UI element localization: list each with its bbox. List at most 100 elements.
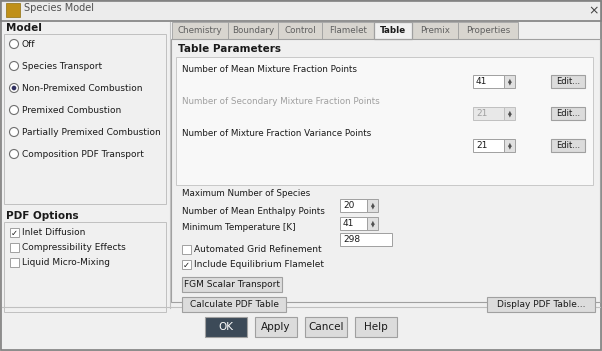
Circle shape	[10, 84, 19, 93]
Text: Inlet Diffusion: Inlet Diffusion	[22, 228, 85, 237]
Bar	[374, 22, 412, 39]
Bar	[551, 75, 585, 88]
Text: ▲: ▲	[507, 141, 511, 146]
Bar	[176, 57, 593, 185]
Bar	[171, 39, 600, 302]
Text: Number of Mean Enthalpy Points: Number of Mean Enthalpy Points	[182, 207, 325, 216]
Text: Properties: Properties	[466, 26, 510, 35]
Text: Model: Model	[6, 23, 42, 33]
Text: Calculate PDF Table: Calculate PDF Table	[190, 300, 279, 309]
Text: ▼: ▼	[371, 223, 374, 228]
Bar	[278, 22, 322, 39]
Bar	[322, 22, 374, 39]
Text: ▼: ▼	[507, 81, 511, 86]
Text: Off: Off	[22, 40, 36, 49]
Text: 41: 41	[343, 219, 355, 228]
Bar	[473, 107, 504, 120]
Bar	[305, 317, 347, 337]
Bar	[473, 139, 504, 152]
Bar	[182, 297, 286, 312]
Text: Maximum Number of Species: Maximum Number of Species	[182, 189, 310, 198]
Bar	[255, 317, 297, 337]
Text: Include Equilibrium Flamelet: Include Equilibrium Flamelet	[194, 260, 324, 269]
Text: Chemistry: Chemistry	[178, 26, 222, 35]
Bar	[458, 22, 518, 39]
Text: ▲: ▲	[371, 219, 374, 224]
Bar	[6, 3, 20, 17]
Bar	[4, 34, 166, 204]
Text: Compressibility Effects: Compressibility Effects	[22, 243, 126, 252]
Text: Table: Table	[380, 26, 406, 35]
Bar	[10, 228, 19, 237]
Text: 21: 21	[476, 141, 488, 150]
Text: Edit...: Edit...	[556, 109, 580, 118]
Text: Edit...: Edit...	[556, 141, 580, 150]
Text: ▼: ▼	[507, 145, 511, 150]
Text: Species Model: Species Model	[24, 3, 94, 13]
Text: ✓: ✓	[183, 260, 190, 270]
Bar	[355, 317, 397, 337]
Text: ▼: ▼	[507, 113, 511, 118]
Bar	[504, 139, 515, 152]
Bar	[10, 258, 19, 267]
Bar	[4, 222, 166, 312]
Bar	[473, 75, 504, 88]
Circle shape	[11, 86, 16, 90]
Text: Edit...: Edit...	[556, 77, 580, 86]
Text: ▲: ▲	[507, 109, 511, 114]
Bar	[1, 1, 601, 21]
Bar	[182, 277, 282, 292]
Bar	[367, 199, 378, 212]
Text: ▲: ▲	[371, 201, 374, 206]
Text: Apply: Apply	[261, 322, 291, 332]
Text: Premix: Premix	[420, 26, 450, 35]
Text: ✓: ✓	[11, 229, 18, 238]
Text: PDF Options: PDF Options	[6, 211, 79, 221]
Bar	[487, 297, 595, 312]
Bar	[412, 22, 458, 39]
Bar	[182, 245, 191, 254]
Text: FGM Scalar Transport: FGM Scalar Transport	[184, 280, 280, 289]
Text: Non-Premixed Combustion: Non-Premixed Combustion	[22, 84, 143, 93]
Bar	[182, 260, 191, 269]
Text: OK: OK	[219, 322, 234, 332]
Text: Composition PDF Transport: Composition PDF Transport	[22, 150, 144, 159]
Bar	[340, 217, 367, 230]
Text: Number of Mixture Fraction Variance Points: Number of Mixture Fraction Variance Poin…	[182, 129, 371, 138]
Text: Number of Secondary Mixture Fraction Points: Number of Secondary Mixture Fraction Poi…	[182, 97, 380, 106]
Text: 298: 298	[343, 235, 360, 244]
Bar	[504, 75, 515, 88]
Text: 20: 20	[343, 201, 355, 210]
Circle shape	[10, 106, 19, 114]
Text: Partially Premixed Combustion: Partially Premixed Combustion	[22, 128, 161, 137]
Text: Display PDF Table...: Display PDF Table...	[497, 300, 585, 309]
Bar	[367, 217, 378, 230]
Text: Help: Help	[364, 322, 388, 332]
Bar	[551, 139, 585, 152]
Text: Minimum Temperature [K]: Minimum Temperature [K]	[182, 223, 296, 232]
Text: Automated Grid Refinement: Automated Grid Refinement	[194, 245, 321, 254]
Text: ▲: ▲	[507, 77, 511, 82]
Text: 41: 41	[476, 77, 488, 86]
Text: Cancel: Cancel	[308, 322, 344, 332]
Text: 21: 21	[476, 109, 488, 118]
Bar	[504, 107, 515, 120]
Bar	[340, 199, 367, 212]
Circle shape	[10, 150, 19, 159]
Bar	[205, 317, 247, 337]
Text: Table Parameters: Table Parameters	[178, 44, 281, 54]
Text: Species Transport: Species Transport	[22, 62, 102, 71]
Bar	[340, 233, 392, 246]
Circle shape	[10, 40, 19, 48]
Text: Liquid Micro-Mixing: Liquid Micro-Mixing	[22, 258, 110, 267]
Text: Premixed Combustion: Premixed Combustion	[22, 106, 121, 115]
Text: Number of Mean Mixture Fraction Points: Number of Mean Mixture Fraction Points	[182, 65, 357, 74]
Text: ×: ×	[589, 4, 599, 17]
Bar	[551, 107, 585, 120]
Bar	[228, 22, 278, 39]
Bar	[172, 22, 228, 39]
Text: Flamelet: Flamelet	[329, 26, 367, 35]
Circle shape	[10, 127, 19, 137]
Circle shape	[10, 61, 19, 71]
Text: Control: Control	[284, 26, 316, 35]
